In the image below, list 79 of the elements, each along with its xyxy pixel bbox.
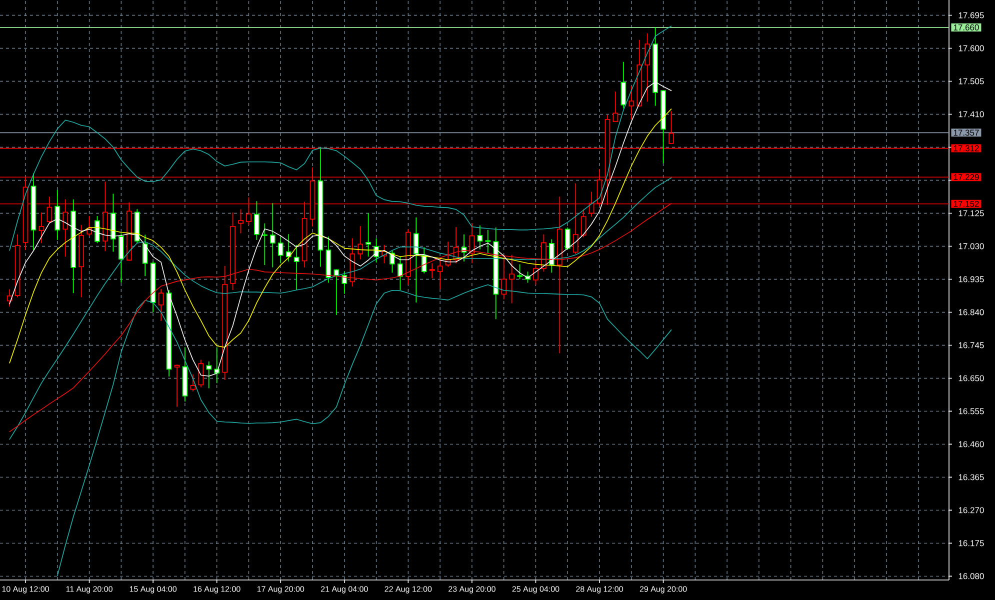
candlestick — [620, 61, 626, 109]
candlestick — [294, 244, 300, 290]
candlestick — [14, 234, 20, 298]
candlestick — [334, 268, 340, 316]
candlestick — [182, 346, 188, 402]
candlestick — [413, 216, 419, 303]
candlestick — [366, 212, 371, 258]
candlestick — [78, 224, 84, 298]
candlestick — [278, 236, 284, 264]
candlestick — [405, 228, 411, 286]
candlestick — [493, 227, 499, 320]
candlestick — [134, 208, 140, 244]
candlestick — [142, 234, 148, 277]
candlestick — [628, 86, 634, 120]
ref-line-label: 17.229 — [954, 174, 979, 180]
candlestick — [326, 236, 332, 284]
x-tick-label: 22 Aug 12:00 — [384, 586, 432, 594]
y-tick-label: 16.365 — [958, 474, 984, 480]
y-tick-label: 17.695 — [958, 12, 984, 18]
candlestick — [429, 262, 435, 279]
candlestick — [270, 202, 276, 268]
candlestick — [222, 266, 228, 380]
candlestick — [564, 227, 570, 251]
candlestick — [636, 39, 642, 108]
candlestick — [612, 91, 618, 122]
y-tick-label: 16.840 — [958, 309, 984, 316]
x-tick-label: 15 Aug 04:00 — [130, 586, 177, 594]
y-tick-label: 16.650 — [958, 375, 984, 382]
y-tick-label: 16.460 — [958, 441, 984, 448]
x-tick-label: 25 Aug 04:00 — [512, 586, 560, 594]
y-tick-label: 16.080 — [958, 573, 984, 580]
candlestick — [174, 364, 180, 408]
y-tick-label: 17.600 — [958, 45, 984, 52]
y-tick-label: 16.935 — [958, 276, 984, 282]
y-tick-label: 17.125 — [958, 210, 984, 216]
candlestick — [262, 222, 268, 266]
ref-line-label: 17.660 — [954, 24, 979, 30]
candlestick — [94, 216, 100, 244]
y-tick-label: 17.505 — [958, 78, 984, 84]
x-tick-label: 16 Aug 12:00 — [194, 586, 240, 594]
candlestick — [509, 254, 514, 304]
ref-line-label: 17.312 — [954, 145, 979, 152]
candlestick — [501, 254, 507, 300]
y-tick-label: 16.555 — [958, 408, 984, 414]
candlestick — [668, 110, 674, 144]
x-tick-label: 17 Aug 20:00 — [257, 586, 304, 594]
candlestick — [437, 257, 443, 290]
x-tick-label: 28 Aug 12:00 — [576, 586, 623, 594]
y-tick-label: 16.270 — [958, 507, 984, 514]
candlestick — [548, 238, 554, 274]
candlestick — [38, 212, 44, 244]
candlestick — [54, 190, 60, 240]
candlestick — [644, 32, 650, 102]
candlestick — [150, 261, 156, 313]
candlestick — [118, 232, 124, 284]
candlestick — [318, 148, 324, 268]
x-tick-label: 11 Aug 20:00 — [66, 586, 112, 594]
candlestick — [30, 172, 36, 251]
candlestick — [533, 261, 538, 286]
y-tick-label: 16.745 — [958, 342, 984, 348]
x-tick-label: 21 Aug 04:00 — [321, 586, 368, 594]
candlestick — [477, 224, 483, 250]
candlestick — [230, 212, 236, 290]
candlestick — [190, 374, 196, 392]
candlestick — [660, 90, 666, 164]
x-tick-label: 10 Aug 12:00 — [2, 586, 49, 594]
candlestick — [198, 359, 204, 388]
candlestick — [350, 238, 356, 287]
ref-line-label: 17.152 — [954, 200, 979, 207]
y-tick-label: 17.030 — [958, 243, 984, 250]
candlestick — [254, 200, 260, 240]
candlestick — [485, 229, 491, 254]
x-tick-label: 23 Aug 20:00 — [448, 586, 496, 594]
y-tick-label: 16.175 — [958, 540, 984, 546]
y-tick-label: 17.410 — [958, 111, 984, 118]
x-tick-label: 29 Aug 20:00 — [640, 586, 687, 594]
ref-line-label: 17.357 — [954, 130, 979, 136]
candlestick — [158, 288, 164, 322]
candlestick — [70, 198, 76, 294]
